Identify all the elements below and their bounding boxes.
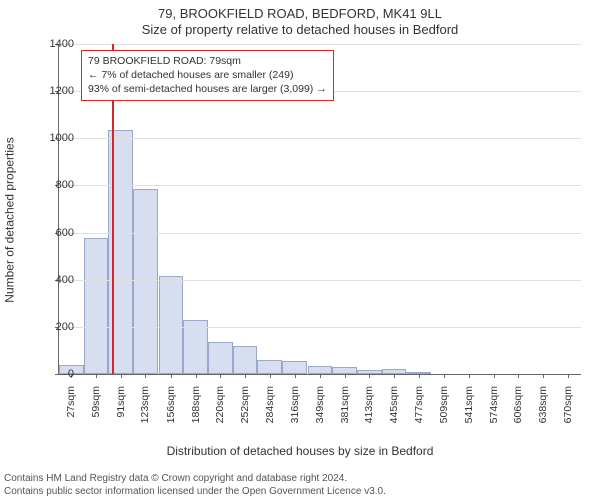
- gridline: [59, 44, 581, 45]
- x-tick-mark: [245, 374, 246, 378]
- histogram-bar: [233, 346, 258, 374]
- x-axis-label: Distribution of detached houses by size …: [0, 444, 600, 458]
- y-tick-label: 1200: [38, 85, 74, 97]
- x-tick-label: 606sqm: [512, 386, 524, 446]
- y-tick-label: 1400: [38, 38, 74, 50]
- x-tick-label: 445sqm: [388, 386, 400, 446]
- histogram-bar: [308, 366, 333, 374]
- x-tick-label: 252sqm: [239, 386, 251, 446]
- x-tick-mark: [394, 374, 395, 378]
- x-tick-label: 188sqm: [190, 386, 202, 446]
- x-tick-label: 59sqm: [90, 386, 102, 446]
- x-tick-mark: [369, 374, 370, 378]
- annotation-line: 79 BROOKFIELD ROAD: 79sqm: [88, 54, 327, 68]
- x-tick-label: 574sqm: [488, 386, 500, 446]
- attribution-footer: Contains HM Land Registry data © Crown c…: [4, 472, 596, 498]
- x-tick-label: 638sqm: [537, 386, 549, 446]
- x-tick-mark: [145, 374, 146, 378]
- x-tick-mark: [518, 374, 519, 378]
- x-tick-mark: [121, 374, 122, 378]
- x-tick-mark: [270, 374, 271, 378]
- gridline: [59, 233, 581, 234]
- x-tick-label: 27sqm: [65, 386, 77, 446]
- histogram-bar: [133, 189, 158, 374]
- histogram-bar: [332, 367, 357, 374]
- x-tick-label: 670sqm: [562, 386, 574, 446]
- chart-container: 79, BROOKFIELD ROAD, BEDFORD, MK41 9LL S…: [0, 0, 600, 500]
- x-tick-mark: [543, 374, 544, 378]
- y-tick-label: 0: [38, 368, 74, 380]
- annotation-line: ← 7% of detached houses are smaller (249…: [88, 68, 327, 82]
- gridline: [59, 138, 581, 139]
- histogram-bar: [159, 276, 184, 374]
- gridline: [59, 327, 581, 328]
- annotation-box: 79 BROOKFIELD ROAD: 79sqm← 7% of detache…: [81, 50, 334, 101]
- x-tick-mark: [444, 374, 445, 378]
- y-tick-label: 400: [38, 274, 74, 286]
- plot-area: 27sqm59sqm91sqm123sqm156sqm188sqm220sqm2…: [58, 44, 581, 375]
- x-tick-label: 349sqm: [314, 386, 326, 446]
- y-tick-label: 200: [38, 321, 74, 333]
- x-tick-label: 413sqm: [363, 386, 375, 446]
- histogram-bar: [183, 320, 208, 374]
- footer-line-2: Contains public sector information licen…: [4, 485, 596, 498]
- x-tick-mark: [568, 374, 569, 378]
- x-tick-mark: [320, 374, 321, 378]
- x-tick-mark: [295, 374, 296, 378]
- y-axis-label: Number of detached properties: [2, 0, 18, 440]
- gridline: [59, 280, 581, 281]
- x-tick-label: 316sqm: [289, 386, 301, 446]
- y-tick-label: 1000: [38, 132, 74, 144]
- annotation-line: 93% of semi-detached houses are larger (…: [88, 82, 327, 96]
- footer-line-1: Contains HM Land Registry data © Crown c…: [4, 472, 596, 485]
- x-tick-label: 123sqm: [139, 386, 151, 446]
- x-tick-mark: [469, 374, 470, 378]
- x-tick-label: 91sqm: [115, 386, 127, 446]
- x-tick-label: 284sqm: [264, 386, 276, 446]
- x-tick-label: 509sqm: [438, 386, 450, 446]
- histogram-bar: [208, 342, 233, 374]
- chart-subtitle: Size of property relative to detached ho…: [0, 22, 600, 37]
- page-title: 79, BROOKFIELD ROAD, BEDFORD, MK41 9LL: [0, 6, 600, 21]
- y-tick-label: 800: [38, 179, 74, 191]
- gridline: [59, 185, 581, 186]
- x-tick-mark: [494, 374, 495, 378]
- x-tick-mark: [96, 374, 97, 378]
- histogram-bar: [257, 360, 282, 374]
- x-tick-label: 477sqm: [413, 386, 425, 446]
- x-tick-mark: [171, 374, 172, 378]
- x-tick-label: 381sqm: [339, 386, 351, 446]
- x-tick-mark: [345, 374, 346, 378]
- y-tick-label: 600: [38, 227, 74, 239]
- x-tick-label: 156sqm: [165, 386, 177, 446]
- histogram-bar: [282, 361, 307, 374]
- x-tick-label: 541sqm: [463, 386, 475, 446]
- x-tick-mark: [419, 374, 420, 378]
- x-tick-mark: [196, 374, 197, 378]
- histogram-bar: [84, 238, 109, 374]
- x-tick-mark: [220, 374, 221, 378]
- x-tick-label: 220sqm: [214, 386, 226, 446]
